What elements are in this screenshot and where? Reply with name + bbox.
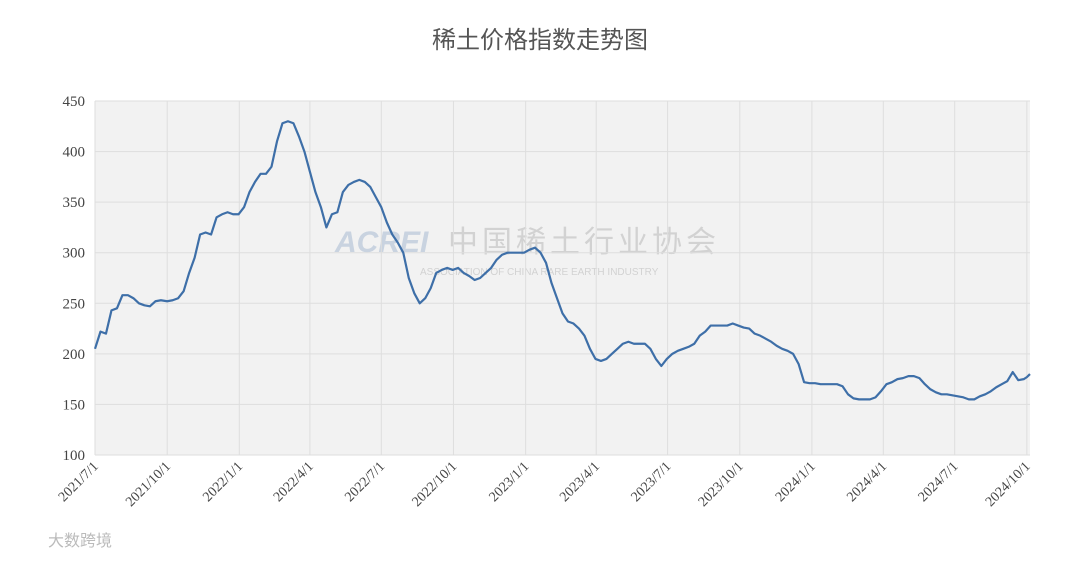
- x-tick-label: 2023/10/1: [696, 459, 747, 510]
- x-tick-label: 2024/7/1: [916, 459, 962, 505]
- plot-area: [95, 101, 1030, 455]
- x-tick-label: 2021/7/1: [56, 459, 102, 505]
- x-tick-label: 2023/1/1: [487, 459, 533, 505]
- y-tick-label: 300: [63, 246, 86, 262]
- y-tick-label: 250: [63, 296, 86, 312]
- data-line: [93, 120, 1031, 401]
- y-tick-label: 200: [63, 347, 86, 363]
- x-tick-label: 2024/4/1: [844, 459, 890, 505]
- y-tick-label: 350: [63, 195, 86, 211]
- y-tick-label: 100: [63, 448, 86, 464]
- chart-title: 稀土价格指数走势图: [432, 27, 648, 54]
- y-tick-label: 400: [63, 145, 86, 161]
- x-tick-label: 2024/10/1: [983, 459, 1034, 510]
- watermark-name: 中国稀土行业协会: [448, 226, 720, 259]
- watermark-subtitle: ASSOCIATION OF CHINA RARE EARTH INDUSTRY: [420, 267, 659, 278]
- x-tick-label: 2022/1/1: [200, 459, 246, 505]
- y-tick-label: 450: [63, 94, 86, 110]
- x-tick-label: 2021/10/1: [123, 459, 174, 510]
- x-tick-label: 2023/7/1: [629, 459, 675, 505]
- x-tick-label: 2023/4/1: [557, 459, 603, 505]
- x-tick-label: 2022/10/1: [410, 459, 461, 510]
- x-tick-label: 2022/4/1: [271, 459, 317, 505]
- x-tick-label: 2024/1/1: [773, 459, 819, 505]
- y-tick-label: 150: [63, 397, 86, 413]
- source-mark: 大数跨境: [48, 531, 112, 550]
- x-tick-label: 2022/7/1: [342, 459, 388, 505]
